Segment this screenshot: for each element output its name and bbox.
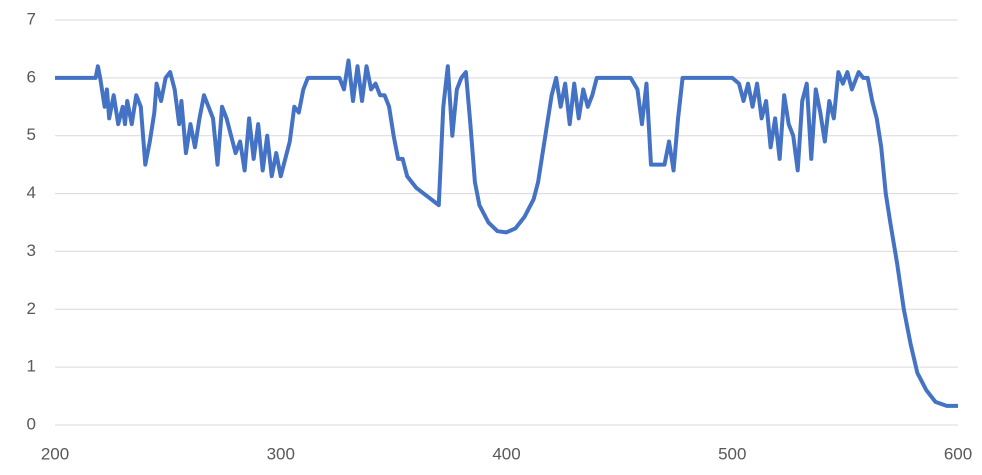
x-tick-label: 500 [718, 444, 746, 463]
line-series [55, 58, 958, 408]
x-tick-label: 400 [492, 444, 520, 463]
y-tick-label: 6 [27, 67, 36, 86]
y-tick-label: 3 [27, 241, 36, 260]
y-tick-label: 7 [27, 9, 36, 28]
y-tick-label: 4 [27, 183, 36, 202]
x-tick-label: 600 [944, 444, 972, 463]
y-tick-label: 1 [27, 357, 36, 376]
y-tick-label: 5 [27, 125, 36, 144]
x-tick-label: 300 [267, 444, 295, 463]
y-tick-label: 2 [27, 299, 36, 318]
y-tick-label: 0 [27, 414, 36, 433]
x-tick-label: 200 [41, 444, 69, 463]
